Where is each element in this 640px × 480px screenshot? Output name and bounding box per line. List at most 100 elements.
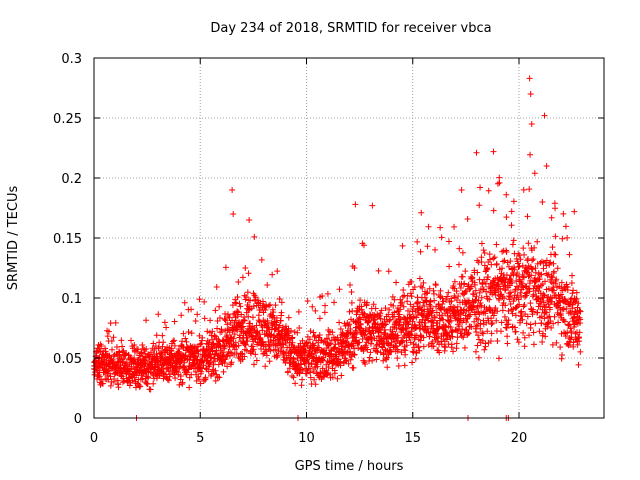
- data-point: [273, 354, 280, 361]
- data-point: [173, 368, 180, 375]
- data-point: [493, 317, 500, 324]
- data-point: [551, 313, 558, 320]
- data-point: [327, 340, 334, 347]
- data-point: [266, 358, 273, 365]
- data-point: [443, 297, 450, 304]
- data-point: [520, 274, 527, 281]
- data-point: [486, 296, 493, 303]
- data-point: [531, 170, 538, 177]
- data-point: [198, 340, 205, 347]
- data-point: [523, 289, 530, 296]
- data-point: [351, 351, 358, 358]
- data-point: [369, 202, 376, 209]
- data-point: [111, 375, 118, 382]
- data-point: [392, 318, 399, 325]
- data-points: [91, 75, 584, 421]
- data-point: [238, 320, 245, 327]
- data-point: [539, 199, 546, 205]
- data-point: [204, 328, 211, 335]
- data-point: [325, 341, 332, 348]
- data-point: [222, 356, 229, 363]
- data-point: [412, 355, 419, 362]
- data-point: [530, 256, 537, 263]
- data-point: [555, 319, 562, 326]
- data-point: [491, 279, 498, 286]
- data-point: [331, 299, 338, 306]
- data-point: [331, 370, 338, 377]
- data-point: [461, 280, 468, 287]
- data-point: [102, 348, 109, 355]
- data-point: [373, 347, 380, 354]
- data-point: [489, 320, 496, 327]
- data-point: [550, 320, 557, 327]
- data-point: [160, 339, 167, 346]
- data-point: [479, 337, 486, 344]
- data-point: [526, 186, 533, 193]
- data-point: [430, 322, 437, 329]
- data-point: [199, 334, 206, 341]
- data-point: [329, 374, 336, 381]
- data-point: [478, 302, 485, 309]
- data-point: [442, 344, 449, 351]
- data-point: [393, 343, 400, 350]
- x-tick-label: 20: [511, 431, 528, 446]
- data-point: [516, 301, 523, 308]
- data-point: [209, 328, 216, 335]
- data-point: [431, 314, 438, 321]
- data-point: [150, 380, 157, 387]
- data-point: [245, 270, 252, 277]
- data-point: [285, 314, 292, 321]
- data-point: [483, 265, 490, 272]
- data-point: [569, 272, 576, 279]
- data-point: [250, 346, 257, 353]
- data-point: [334, 375, 341, 382]
- data-point: [568, 334, 575, 341]
- data-point: [305, 360, 312, 367]
- data-point: [407, 290, 414, 297]
- data-point: [481, 346, 488, 353]
- data-point: [492, 305, 499, 312]
- data-point: [269, 271, 276, 278]
- data-point: [485, 187, 492, 194]
- data-point: [505, 308, 512, 315]
- data-point: [437, 287, 444, 294]
- data-point: [164, 376, 171, 383]
- data-point: [520, 329, 527, 336]
- data-point: [420, 299, 427, 306]
- data-point: [312, 307, 319, 314]
- data-point: [557, 310, 564, 317]
- data-point: [477, 325, 484, 332]
- data-point: [497, 285, 504, 292]
- data-point: [563, 305, 570, 312]
- data-point: [468, 323, 475, 330]
- data-point: [577, 308, 584, 315]
- data-point: [309, 303, 316, 310]
- data-point: [377, 315, 384, 322]
- data-point: [321, 309, 328, 316]
- data-point: [276, 340, 283, 347]
- data-point: [473, 293, 480, 300]
- data-point: [196, 376, 203, 383]
- data-point: [260, 350, 267, 357]
- data-point: [503, 324, 510, 331]
- data-point: [145, 373, 152, 380]
- data-point: [102, 345, 109, 352]
- data-point: [426, 285, 433, 292]
- data-point: [544, 323, 551, 330]
- data-point: [203, 340, 210, 347]
- data-point: [358, 306, 365, 313]
- data-point: [540, 291, 547, 298]
- data-point: [544, 272, 551, 279]
- data-point: [399, 293, 406, 300]
- data-point: [244, 334, 251, 341]
- data-point: [192, 318, 199, 325]
- data-point: [409, 359, 416, 366]
- data-point: [382, 321, 389, 328]
- data-point: [246, 217, 253, 223]
- data-point: [338, 372, 345, 379]
- data-point: [183, 338, 190, 345]
- data-point: [94, 360, 101, 367]
- data-point: [515, 284, 522, 291]
- data-point: [185, 329, 192, 336]
- data-point: [416, 347, 423, 354]
